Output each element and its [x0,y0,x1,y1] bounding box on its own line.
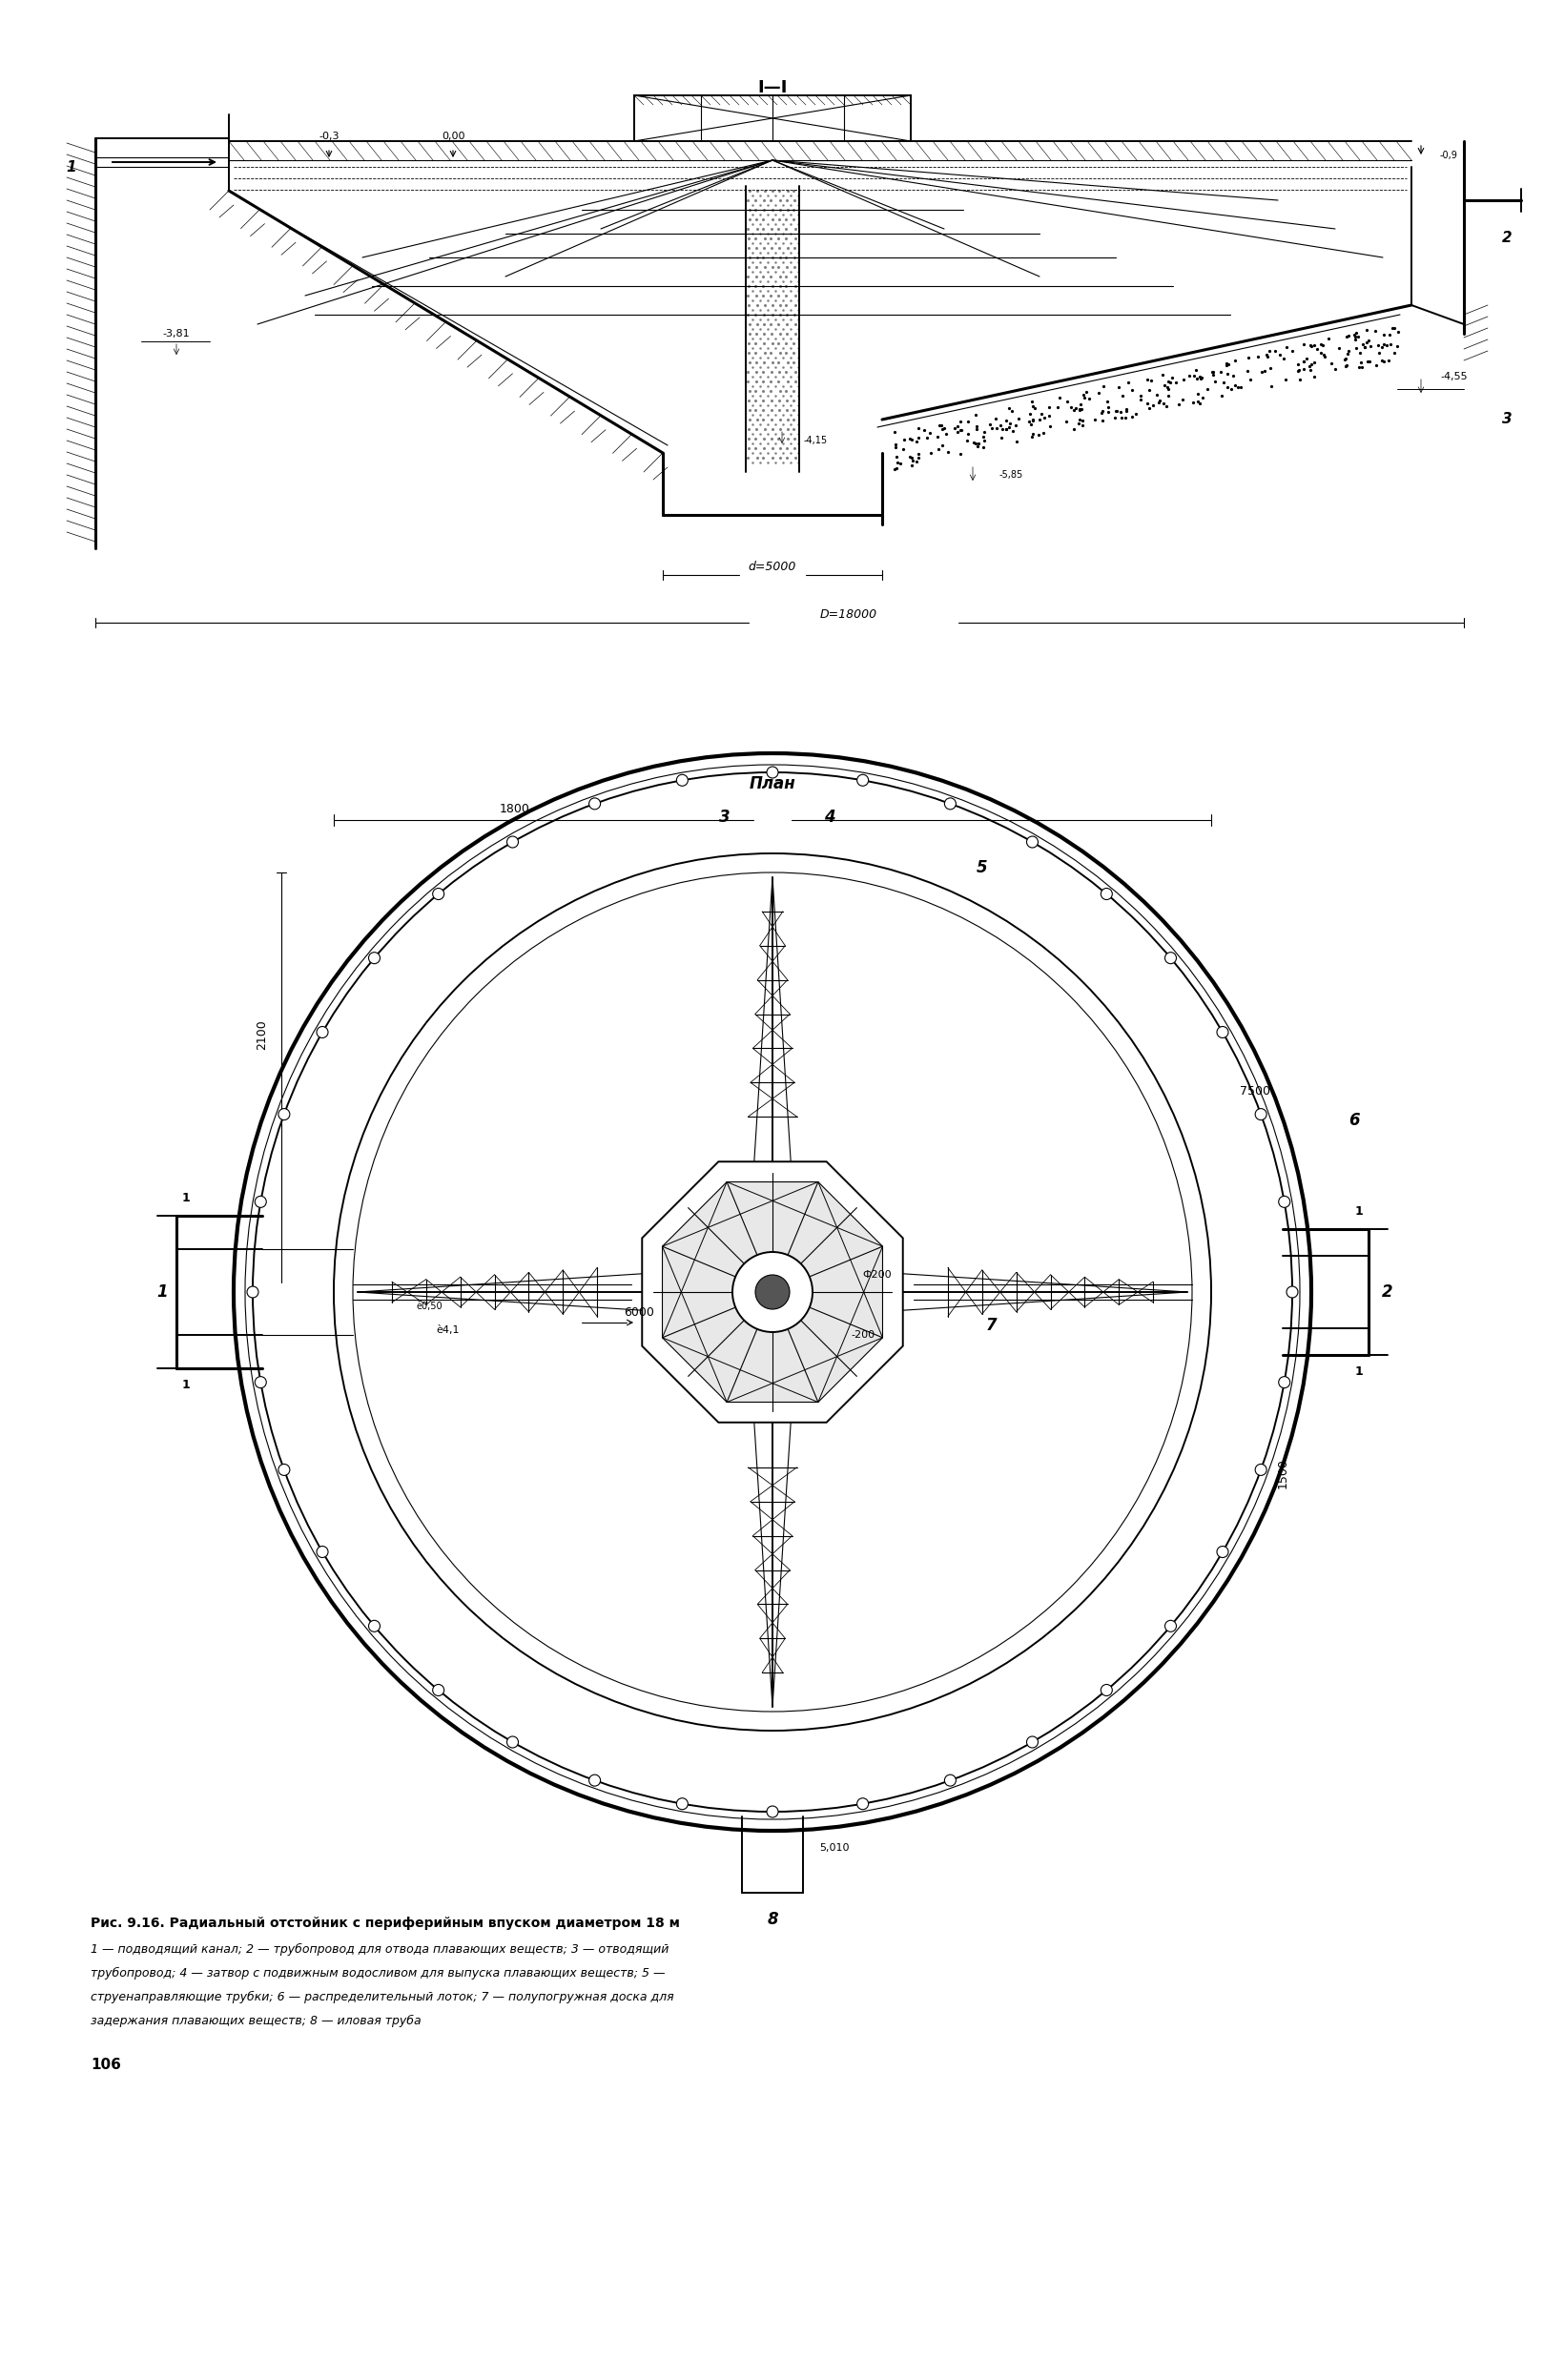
Text: 1: 1 [66,159,77,174]
Text: 2: 2 [1502,231,1512,245]
Circle shape [506,835,519,847]
Circle shape [767,766,778,778]
Circle shape [588,797,601,809]
Text: струенаправляющие трубки; 6 — распределительный лоток; 7 — полупогружная доска д: струенаправляющие трубки; 6 — распредели… [91,1992,673,2004]
Circle shape [369,1621,380,1633]
Text: 8: 8 [767,1911,778,1928]
Circle shape [1278,1197,1291,1207]
Circle shape [278,1109,290,1121]
Circle shape [1101,1685,1112,1697]
Text: -200: -200 [851,1330,875,1340]
Text: 6: 6 [1348,1111,1360,1128]
Text: 5: 5 [977,859,988,876]
Text: d=5000: d=5000 [749,562,797,574]
Circle shape [945,1775,956,1785]
Circle shape [767,1806,778,1818]
Text: 6000: 6000 [624,1307,655,1319]
Text: 1: 1 [182,1192,190,1204]
Circle shape [755,1276,789,1309]
Circle shape [432,888,445,900]
Text: 0,00: 0,00 [442,131,465,140]
Text: 1: 1 [156,1283,168,1299]
Text: задержания плавающих веществ; 8 — иловая труба: задержания плавающих веществ; 8 — иловая… [91,2016,422,2028]
Circle shape [676,1797,689,1809]
Circle shape [588,1775,601,1785]
Circle shape [432,1685,445,1697]
Polygon shape [642,1161,903,1423]
Text: 7: 7 [987,1316,997,1333]
Circle shape [676,774,689,785]
Text: 1500: 1500 [1277,1459,1289,1488]
Text: ѐ0,50: ѐ0,50 [415,1302,442,1311]
Circle shape [1101,888,1112,900]
Text: 1: 1 [182,1380,190,1392]
Text: 106: 106 [91,2056,120,2071]
Circle shape [857,1797,868,1809]
Text: Рис. 9.16. Радиальный отстойник с периферийным впуском диаметром 18 м: Рис. 9.16. Радиальный отстойник с перифе… [91,1916,679,1930]
Text: -0,3: -0,3 [318,131,340,140]
Text: Ф200: Ф200 [863,1271,892,1280]
Circle shape [1217,1547,1229,1557]
Bar [635,95,911,140]
Circle shape [317,1026,327,1038]
Text: 3: 3 [1502,412,1512,426]
Text: 4: 4 [824,809,835,826]
Text: 1: 1 [1354,1207,1363,1219]
Text: ѐ4,1: ѐ4,1 [437,1326,460,1335]
Circle shape [857,774,868,785]
Circle shape [732,1252,812,1333]
Text: трубопровод; 4 — затвор с подвижным водосливом для выпуска плавающих веществ; 5 : трубопровод; 4 — затвор с подвижным водо… [91,1968,665,1980]
Text: -0,9: -0,9 [1441,150,1458,159]
Text: 7500: 7500 [1240,1085,1271,1097]
Text: План: План [749,776,795,793]
Text: -4,15: -4,15 [803,436,828,445]
Text: -3,81: -3,81 [162,328,190,338]
Circle shape [1027,1737,1038,1747]
Circle shape [278,1464,290,1476]
Circle shape [247,1285,258,1297]
Circle shape [1164,1621,1177,1633]
Circle shape [1027,835,1038,847]
Circle shape [1286,1285,1299,1297]
Text: 2: 2 [1382,1283,1393,1299]
Text: 1 — подводящий канал; 2 — трубопровод для отвода плавающих веществ; 3 — отводящи: 1 — подводящий канал; 2 — трубопровод дл… [91,1944,669,1956]
Polygon shape [662,1183,883,1402]
Circle shape [317,1547,327,1557]
Circle shape [1217,1026,1229,1038]
Circle shape [1255,1109,1266,1121]
Circle shape [506,1737,519,1747]
Text: -4,55: -4,55 [1441,371,1467,381]
Circle shape [1164,952,1177,964]
Text: 1: 1 [1354,1366,1363,1378]
Text: D=18000: D=18000 [820,609,877,621]
Circle shape [255,1197,267,1207]
Text: I—I: I—I [758,79,787,95]
Text: 2100: 2100 [256,1019,269,1050]
Circle shape [369,952,380,964]
Circle shape [1278,1376,1291,1388]
Circle shape [1255,1464,1266,1476]
Text: 1800: 1800 [500,802,530,814]
Circle shape [945,797,956,809]
Text: 5,010: 5,010 [820,1842,849,1852]
Text: 3: 3 [720,809,730,826]
Circle shape [255,1376,267,1388]
Text: -5,85: -5,85 [999,471,1024,481]
